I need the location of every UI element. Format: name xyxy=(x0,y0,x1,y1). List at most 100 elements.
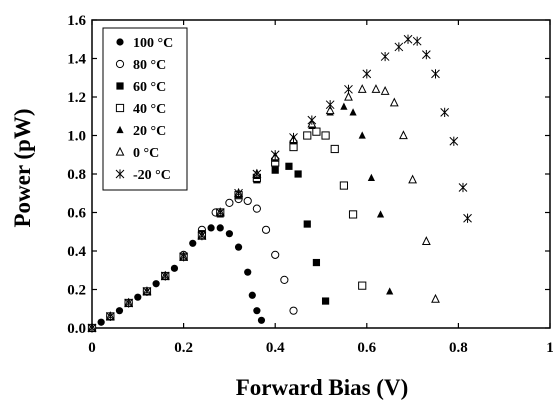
data-point xyxy=(87,323,97,333)
data-point xyxy=(197,231,207,241)
legend-marker xyxy=(115,146,125,156)
y-axis-title: Power (pW) xyxy=(10,108,35,227)
data-point xyxy=(371,84,381,93)
data-point xyxy=(225,230,233,238)
data-point xyxy=(270,150,280,160)
x-tick-label: 1 xyxy=(546,340,553,356)
data-point xyxy=(357,84,367,93)
data-point xyxy=(280,275,289,284)
data-point xyxy=(431,69,440,79)
data-point xyxy=(463,213,472,223)
data-point xyxy=(252,169,262,179)
x-tick-label: 0 xyxy=(88,340,96,356)
data-point xyxy=(152,280,160,288)
data-point xyxy=(348,210,358,219)
legend-label: 60 °C xyxy=(133,80,166,95)
data-point xyxy=(261,225,271,234)
legend-label: 0 °C xyxy=(133,146,159,161)
data-point xyxy=(367,173,375,181)
y-tick-label: 1.6 xyxy=(67,13,86,29)
data-point xyxy=(257,316,266,324)
data-point xyxy=(380,86,390,95)
data-point xyxy=(253,307,261,315)
data-point xyxy=(243,196,252,206)
data-point xyxy=(170,264,179,272)
data-point xyxy=(234,243,243,251)
data-point xyxy=(207,224,215,232)
data-point xyxy=(325,100,335,110)
data-point xyxy=(303,131,312,140)
data-point xyxy=(330,144,339,154)
data-point xyxy=(325,105,335,115)
legend-marker xyxy=(115,103,125,113)
y-tick-label: 0.4 xyxy=(67,244,86,260)
data-point xyxy=(408,174,418,184)
data-point xyxy=(339,181,348,190)
legend-marker xyxy=(115,169,125,179)
legend-marker xyxy=(116,82,124,90)
data-point xyxy=(458,182,468,193)
y-tick-label: 1.4 xyxy=(67,52,86,68)
x-tick-label: 0.6 xyxy=(357,340,376,356)
y-tick-label: 1.0 xyxy=(67,129,86,145)
x-tick-label: 0.2 xyxy=(174,340,193,356)
legend-label: 40 °C xyxy=(133,102,166,117)
y-tick-label: 0.2 xyxy=(67,283,86,299)
data-point xyxy=(321,131,330,140)
data-point xyxy=(412,36,422,46)
y-tick-label: 0.6 xyxy=(67,206,86,222)
legend-marker xyxy=(116,38,124,46)
data-point xyxy=(189,239,197,247)
legend-marker xyxy=(115,59,125,69)
data-point xyxy=(124,298,133,308)
data-point xyxy=(105,311,115,322)
data-point xyxy=(349,108,357,116)
legend: 100 °C 80 °C 60 °C 40 °C 20 °C 0 °C -20 °C xyxy=(102,27,188,191)
data-point xyxy=(399,130,408,140)
data-point xyxy=(380,51,390,62)
data-point xyxy=(115,307,124,315)
y-tick-label: 0.0 xyxy=(67,321,86,337)
data-point xyxy=(321,297,330,305)
data-point xyxy=(289,142,298,152)
data-point xyxy=(421,236,431,245)
data-point xyxy=(312,258,321,267)
legend-label: 20 °C xyxy=(133,124,166,139)
data-point xyxy=(376,210,385,218)
data-point xyxy=(340,102,348,110)
data-point xyxy=(160,271,170,281)
series-6 xyxy=(87,34,472,333)
x-axis-title: Forward Bias (V) xyxy=(236,375,408,400)
data-point xyxy=(389,97,399,107)
data-point xyxy=(344,84,353,94)
data-point xyxy=(179,252,188,262)
data-point xyxy=(271,250,280,259)
data-point xyxy=(344,91,353,101)
x-tick-label: 0.4 xyxy=(266,340,285,356)
data-point xyxy=(431,293,440,303)
data-point xyxy=(440,107,450,117)
data-point xyxy=(449,136,459,146)
data-point xyxy=(234,188,243,198)
data-point xyxy=(134,293,142,301)
data-point xyxy=(294,170,302,178)
data-point xyxy=(248,291,256,299)
data-point xyxy=(215,207,225,218)
data-point xyxy=(225,198,234,207)
x-tick-label: 0.8 xyxy=(449,340,468,356)
data-point xyxy=(362,69,372,79)
data-point xyxy=(312,127,321,136)
data-point xyxy=(421,50,431,60)
data-point xyxy=(252,204,261,213)
series-0 xyxy=(88,224,266,332)
data-point xyxy=(285,162,293,170)
data-point xyxy=(289,306,298,315)
data-marks xyxy=(87,34,472,333)
y-tick-label: 0.8 xyxy=(67,167,86,183)
data-point xyxy=(403,34,413,44)
legend-label: -20 °C xyxy=(133,168,171,183)
ticks: 0 0.2 0.4 0.6 0.8 1 0.0 0.2 0.4 0.6 0.8 1.0 1.2 1.4 1.… xyxy=(67,13,553,356)
data-point xyxy=(216,224,224,232)
data-point xyxy=(358,281,367,290)
